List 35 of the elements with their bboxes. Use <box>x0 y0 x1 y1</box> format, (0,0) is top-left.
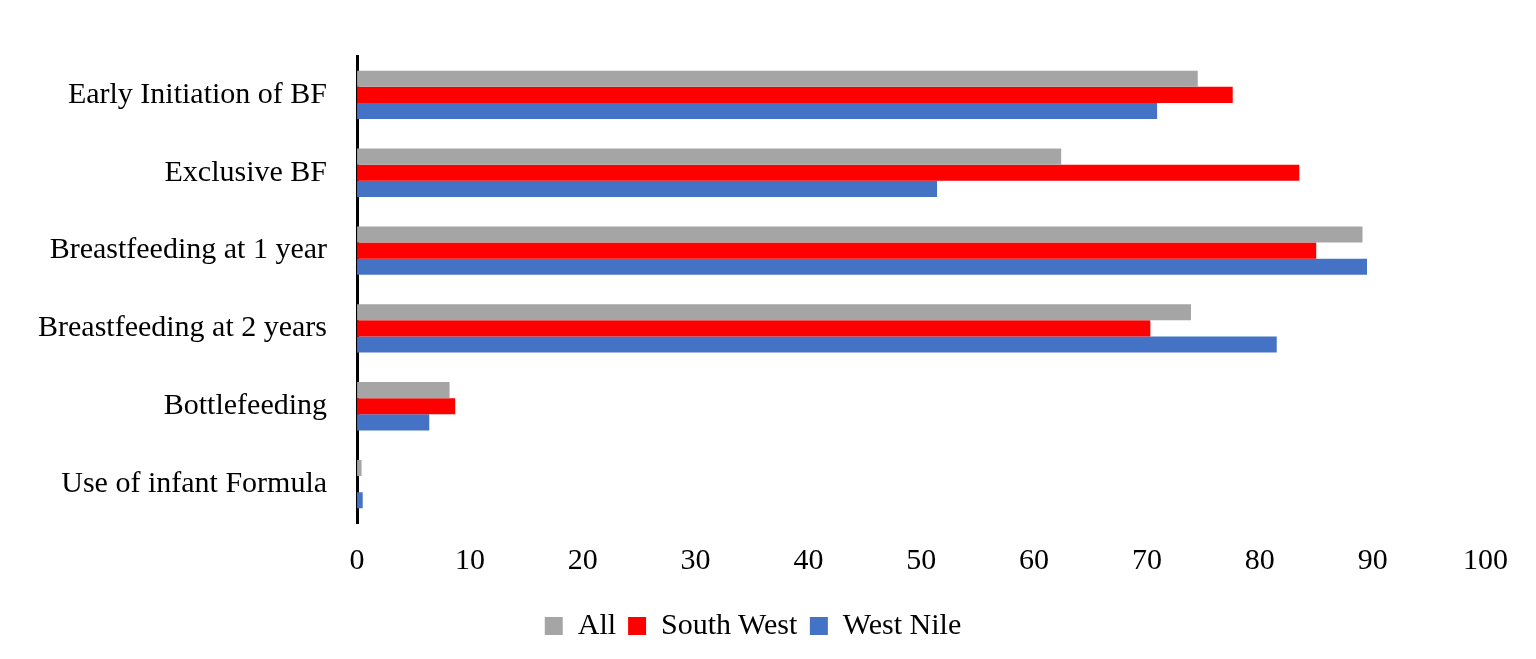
legend-label: All <box>577 606 617 640</box>
x-tick-label: 90 <box>1357 541 1388 575</box>
bar <box>357 304 1191 321</box>
bar <box>357 148 1062 165</box>
x-tick-label: 10 <box>454 541 485 575</box>
y-tick-label: Breastfeeding at 1 year <box>49 231 328 265</box>
legend-label: South West <box>661 606 798 640</box>
bar <box>357 336 1277 353</box>
x-tick-label: 100 <box>1463 541 1508 575</box>
bar <box>357 398 456 415</box>
x-tick-label: 40 <box>793 541 824 575</box>
x-tick-label: 20 <box>567 541 598 575</box>
bar <box>357 164 1300 181</box>
bar <box>357 102 1158 120</box>
bar <box>357 86 1233 103</box>
bar <box>357 382 450 399</box>
x-tick-label: 0 <box>349 541 365 575</box>
bar <box>357 258 1368 275</box>
bar <box>357 242 1317 259</box>
y-tick-label: Bottlefeeding <box>163 387 328 421</box>
x-tick-label: 70 <box>1131 541 1162 575</box>
y-tick-label: Use of infant Formula <box>61 464 328 498</box>
x-tick-label: 30 <box>680 541 711 575</box>
y-tick-label: Early Initiation of BF <box>67 75 328 109</box>
bar <box>357 70 1198 87</box>
y-tick-label: Breastfeeding at 2 years <box>38 309 328 343</box>
bar <box>357 320 1151 337</box>
legend-label: West Nile <box>842 606 962 640</box>
bar <box>357 226 1363 243</box>
x-tick-label: 60 <box>1019 541 1050 575</box>
x-tick-label: 50 <box>906 541 937 575</box>
bar <box>357 180 938 197</box>
x-tick-label: 80 <box>1244 541 1275 575</box>
y-tick-label: Exclusive BF <box>164 153 328 187</box>
bar <box>357 414 430 431</box>
